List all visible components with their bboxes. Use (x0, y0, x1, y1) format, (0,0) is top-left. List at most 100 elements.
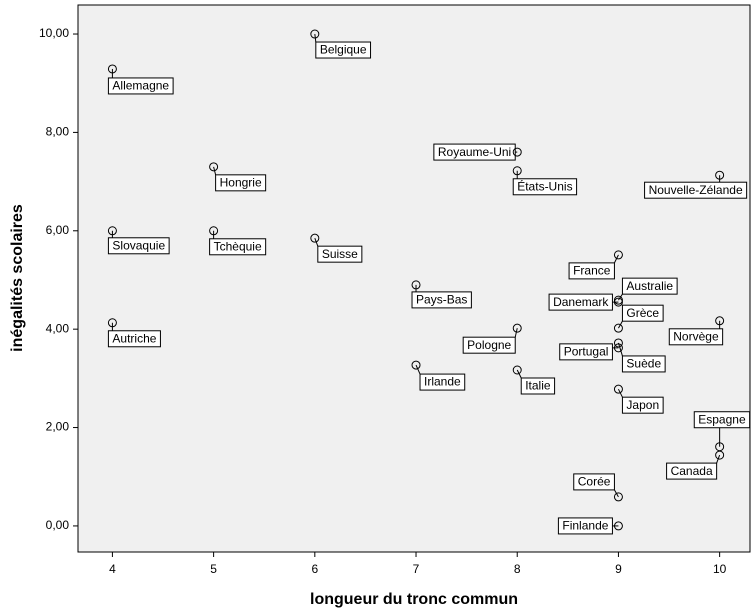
point-label: Grèce (621, 304, 664, 322)
label-box (621, 277, 678, 295)
point (512, 323, 522, 333)
label-box (107, 237, 170, 255)
label-box (411, 291, 472, 309)
y-tick-label: 6,00 (46, 223, 70, 237)
label-box (462, 336, 516, 354)
point (107, 226, 117, 236)
point-label-text: Autriche (112, 331, 156, 345)
x-tick-label: 5 (210, 562, 217, 576)
point-label: Finlande (557, 517, 613, 535)
point-label: Corée (573, 473, 615, 491)
point-label-text: Suède (626, 357, 661, 371)
label-box (107, 77, 174, 95)
point-label: Italie (520, 377, 556, 395)
point (107, 318, 117, 328)
label-box (666, 462, 718, 480)
label-box (668, 328, 724, 346)
label-box (419, 373, 466, 391)
label-box (621, 304, 664, 322)
label-box (317, 245, 363, 263)
point-label-text: Danemark (553, 295, 609, 309)
x-tick-label: 9 (615, 562, 622, 576)
point-label: États-Unis (512, 178, 578, 196)
leader-line (618, 293, 623, 301)
label-box (568, 262, 615, 280)
y-tick-label: 8,00 (46, 125, 70, 139)
point-label: Danemark (548, 293, 613, 311)
point-label-text: Australie (626, 279, 673, 293)
point-label-text: Norvège (673, 329, 719, 343)
x-axis-title: longueur du tronc commun (310, 591, 518, 608)
point-label: Suède (621, 355, 666, 373)
point-label-text: Italie (525, 379, 551, 393)
leader-line (617, 342, 623, 357)
point-label: Australie (621, 277, 678, 295)
x-tick-label: 8 (514, 562, 521, 576)
point (715, 450, 725, 460)
point-label: Irlande (419, 373, 466, 391)
point-label: Autriche (107, 330, 161, 348)
label-box (433, 143, 516, 161)
point (411, 360, 421, 370)
point-label-text: Grèce (626, 306, 659, 320)
y-axis-title: inégalités scolaires (9, 204, 26, 352)
label-box (621, 355, 666, 373)
point-label-text: Royaume-Uni (438, 145, 511, 159)
point-label: Espagne (693, 411, 751, 429)
point (613, 521, 623, 531)
point (310, 29, 320, 39)
point-label: France (568, 262, 615, 280)
y-tick-label: 0,00 (46, 518, 70, 532)
x-tick-label: 7 (413, 562, 420, 576)
point-label-text: Belgique (320, 43, 367, 57)
x-tick-label: 10 (713, 562, 727, 576)
y-tick-label: 10,00 (39, 26, 69, 40)
point (613, 338, 623, 348)
point-label-text: Portugal (564, 345, 609, 359)
label-box (107, 330, 161, 348)
point-label-text: Nouvelle-Zélande (649, 183, 743, 197)
point-label: Japon (621, 396, 664, 414)
label-box (315, 41, 372, 59)
label-box (512, 178, 578, 196)
label-box (520, 377, 556, 395)
point-label-text: Espagne (698, 412, 746, 426)
label-box (559, 343, 613, 361)
point (715, 170, 725, 180)
point (512, 365, 522, 375)
x-tick-label: 4 (109, 562, 116, 576)
point (512, 166, 522, 176)
label-box (215, 174, 267, 192)
leader-line (514, 328, 518, 338)
point-label-text: Allemagne (112, 79, 169, 93)
point-label: Tchèquie (209, 238, 267, 256)
y-tick-label: 4,00 (46, 321, 70, 335)
leader-line (415, 364, 421, 375)
point-label: Nouvelle-Zélande (644, 181, 748, 199)
point-label-text: Corée (578, 475, 611, 489)
point-label-text: Pologne (467, 338, 511, 352)
point-label-text: Pays-Bas (416, 293, 467, 307)
point-label: Pays-Bas (411, 291, 472, 309)
point-label: Canada (666, 462, 718, 480)
point-label: Portugal (559, 343, 613, 361)
point-label-text: Japon (626, 398, 659, 412)
label-box (621, 396, 664, 414)
point-label-text: Suisse (322, 247, 358, 261)
point (209, 162, 219, 172)
x-tick-label: 6 (311, 562, 318, 576)
label-box (209, 238, 267, 256)
point (613, 323, 623, 333)
point-label-text: Hongrie (220, 176, 262, 190)
point-label: Slovaquie (107, 237, 170, 255)
y-tick-label: 2,00 (46, 420, 70, 434)
point-label-text: Irlande (424, 375, 461, 389)
point-label: Suisse (317, 245, 363, 263)
point-label-text: Finlande (562, 519, 608, 533)
point-label: Belgique (315, 41, 372, 59)
point (613, 297, 623, 307)
point-label-text: France (573, 264, 611, 278)
point (310, 233, 320, 243)
label-box (693, 411, 751, 429)
